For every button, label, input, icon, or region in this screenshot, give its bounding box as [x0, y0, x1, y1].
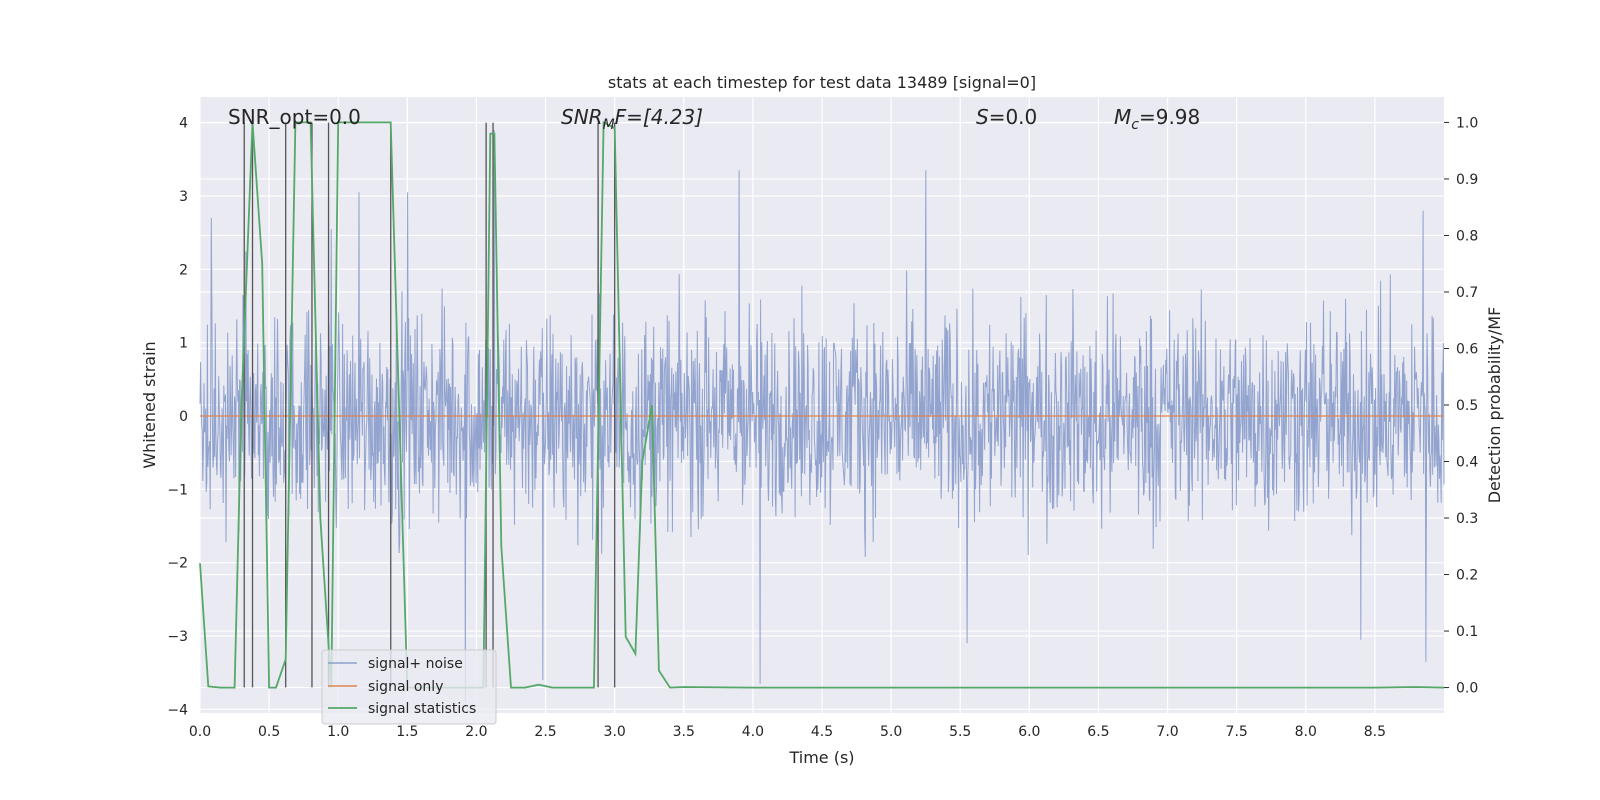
annotation-snr-opt: SNR_opt=0.0 — [228, 105, 361, 129]
x-tick-label: 8.5 — [1364, 724, 1386, 740]
x-tick-label: 7.5 — [1226, 724, 1248, 740]
x-tick-label: 6.5 — [1087, 724, 1109, 740]
y-right-tick-label: 0.2 — [1456, 568, 1478, 584]
x-axis-label: Time (s) — [788, 748, 854, 767]
y-right-tick-label: 0.6 — [1456, 341, 1478, 357]
y-right-tick-label: 0.4 — [1456, 455, 1478, 471]
legend-label-signal-only: signal only — [368, 679, 443, 695]
y-left-tick-label: 3 — [179, 189, 188, 205]
y-right-tick-labels: 1.0 0.9 0.8 0.7 0.6 0.5 0.4 0.3 0.2 0.1 0.0 — [1444, 115, 1478, 697]
x-tick-label: 5.0 — [880, 724, 902, 740]
y-right-tick-label: 0.1 — [1456, 624, 1478, 640]
y-left-tick-label: 4 — [179, 116, 188, 132]
y-left-tick-label: 2 — [179, 262, 188, 278]
series-signal-noise — [199, 129, 1445, 703]
signal-statistics-line — [199, 120, 1445, 689]
chart-title: stats at each timestep for test data 134… — [608, 73, 1036, 92]
x-tick-label: 3.0 — [604, 724, 626, 740]
series-signal-statistics — [199, 120, 1445, 689]
y-right-tick-label: 0.0 — [1456, 681, 1478, 697]
y-left-tick-label: −4 — [167, 702, 188, 718]
x-tick-label: 5.5 — [949, 724, 971, 740]
y-left-tick-label: −1 — [167, 482, 188, 498]
y-left-tick-label: −2 — [167, 556, 188, 572]
legend-label-signal-noise: signal+ noise — [368, 656, 463, 672]
x-tick-labels: 0.0 0.5 1.0 1.5 2.0 2.5 3.0 3.5 4.0 4.5 5.0 5.5 6.0 6… — [189, 724, 1386, 740]
x-tick-label: 8.0 — [1295, 724, 1317, 740]
x-tick-label: 0.0 — [189, 724, 211, 740]
x-tick-label: 1.5 — [396, 724, 418, 740]
annotation-snr-mf: SNRMF=[4.23] — [561, 105, 703, 133]
x-tick-label: 0.5 — [258, 724, 280, 740]
x-tick-label: 4.5 — [811, 724, 833, 740]
x-tick-label: 3.5 — [673, 724, 695, 740]
x-tick-label: 1.0 — [327, 724, 349, 740]
y-left-tick-label: 0 — [179, 409, 188, 425]
y-right-tick-label: 0.3 — [1456, 511, 1478, 527]
y-left-tick-labels: 4 3 2 1 0 −1 −2 −3 −4 — [167, 116, 188, 719]
y-right-tick-label: 0.5 — [1456, 398, 1478, 414]
y-left-tick-label: −3 — [167, 629, 188, 645]
legend-box — [321, 649, 497, 725]
y-right-tick-label: 0.8 — [1456, 228, 1478, 244]
legend: signal+ noise signal only signal statist… — [321, 649, 497, 725]
x-tick-label: 2.5 — [534, 724, 556, 740]
legend-label-signal-statistics: signal statistics — [368, 701, 476, 717]
x-tick-label: 2.0 — [465, 724, 487, 740]
y-left-tick-label: 1 — [179, 336, 188, 352]
signal-noise-line — [199, 129, 1445, 703]
y-right-tick-label: 1.0 — [1456, 115, 1478, 131]
y-left-axis-label: Whitened strain — [140, 341, 159, 468]
y-right-tick-label: 0.7 — [1456, 285, 1478, 301]
y-right-tick-label: 0.9 — [1456, 172, 1478, 188]
y-right-axis-label: Detection probability/MF — [1485, 307, 1504, 504]
x-tick-label: 6.0 — [1018, 724, 1040, 740]
annotation-s: S=0.0 — [976, 105, 1037, 129]
x-tick-label: 7.0 — [1156, 724, 1178, 740]
x-tick-label: 4.0 — [742, 724, 764, 740]
annotation-mc: Mc=9.98 — [1114, 105, 1200, 133]
